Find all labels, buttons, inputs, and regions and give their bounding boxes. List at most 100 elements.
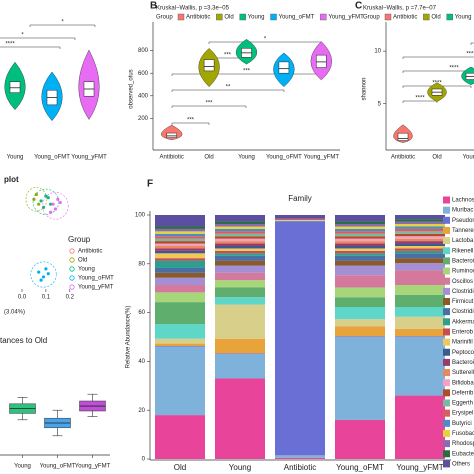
bar-segment — [395, 328, 445, 337]
legend-label: Old — [431, 15, 440, 21]
legend-label: Bacteroi — [452, 360, 474, 366]
legend-swatch — [443, 460, 450, 468]
bar-segment — [215, 304, 265, 339]
y-axis-label: Relative Abundance(%) — [126, 306, 132, 369]
bar-segment — [395, 215, 445, 220]
bar-segment — [215, 228, 265, 232]
bar-segment — [335, 236, 385, 239]
legend-swatch — [270, 13, 277, 21]
bar-segment — [155, 228, 205, 232]
bar-segment — [395, 241, 445, 244]
legend-swatch — [443, 450, 450, 458]
y-tick-label: 10 — [374, 49, 381, 55]
legend-label: Young — [455, 15, 472, 21]
bar-segment — [155, 248, 205, 251]
significance-label: **** — [466, 52, 474, 58]
x-tick-label: Young — [7, 155, 24, 161]
x-tick-label: Young_oFMT — [34, 155, 70, 161]
bar-segment — [215, 297, 265, 305]
bar-segment — [275, 219, 325, 222]
legend-label: Fusobac — [452, 431, 474, 437]
bar-segment — [395, 228, 445, 232]
bar-segment — [155, 292, 205, 303]
legend-swatch — [443, 328, 450, 336]
legend-label: Firmicut — [452, 299, 474, 305]
bar-segment — [155, 231, 205, 234]
point — [44, 194, 48, 198]
x-tick-label: 0.1 — [42, 295, 51, 301]
bar-segment — [335, 245, 385, 249]
bar-segment — [155, 267, 205, 273]
bar-segment — [155, 285, 205, 293]
legend-swatch — [443, 369, 450, 377]
bar-segment — [275, 215, 325, 219]
legend-label: Enterob — [452, 330, 474, 336]
box — [166, 132, 177, 138]
legend-label: Antibiotic — [78, 249, 102, 255]
bar-segment — [155, 226, 205, 229]
significance-label: *** — [205, 101, 213, 107]
bar-segment — [395, 294, 445, 307]
box — [278, 61, 290, 74]
significance-label: **** — [415, 96, 425, 102]
y-axis-label: observed_otus — [129, 69, 135, 108]
bar-segment — [335, 243, 385, 246]
legend-label: Young_yFMT — [78, 285, 114, 291]
legend-swatch — [443, 308, 450, 316]
legend-label: Deferrib — [452, 390, 474, 396]
legend-swatch — [239, 13, 246, 21]
bar-segment — [215, 265, 265, 273]
bar-segment — [155, 324, 205, 339]
bar-segment — [215, 224, 265, 227]
bar-segment — [155, 415, 205, 459]
point — [49, 210, 53, 214]
legend-swatch — [443, 247, 450, 255]
point — [37, 270, 41, 274]
box — [203, 59, 215, 72]
x-tick-label: Antibiotic — [160, 155, 184, 161]
legend-label: Erysipel — [452, 411, 473, 417]
bar-segment — [395, 337, 445, 396]
bar-segment — [155, 241, 205, 244]
legend-swatch — [443, 419, 450, 427]
legend-label: Lactoba — [452, 238, 474, 244]
y-axis-label: shannon — [362, 77, 368, 100]
significance-label: * — [264, 37, 267, 43]
legend-title: Group — [68, 235, 91, 244]
bar-segment — [395, 238, 445, 242]
y-tick-label: 40 — [138, 359, 145, 365]
legend-swatch — [443, 318, 450, 326]
chart-title: Family — [288, 194, 312, 203]
x-tick-label: Old — [432, 155, 441, 161]
bar-segment — [395, 316, 445, 329]
bar-segment — [215, 243, 265, 246]
chart-title: tances to Old — [0, 336, 47, 345]
bar-segment — [155, 338, 205, 344]
legend-label: Clostridi — [452, 289, 474, 295]
bar-segment — [335, 265, 385, 276]
y-tick-label: 400 — [138, 93, 149, 99]
panel-letter: F — [147, 179, 153, 190]
y-tick-label: 5 — [378, 101, 382, 107]
bar-segment — [155, 277, 205, 286]
x-tick-label: Old — [174, 463, 186, 472]
legend-label: Oscillos — [452, 279, 473, 285]
legend-swatch — [443, 298, 450, 305]
bar-segment — [155, 253, 205, 259]
bar-segment — [335, 255, 385, 261]
x-tick-label: Young_oFMT — [266, 155, 302, 161]
legend-swatch — [443, 226, 450, 234]
bar-segment — [155, 243, 205, 246]
point — [34, 192, 38, 197]
bar-segment — [335, 231, 385, 234]
significance-label: *** — [243, 69, 251, 75]
bar-segment — [395, 221, 445, 225]
legend-swatch — [443, 389, 450, 397]
legend-label: Peptoco — [452, 350, 474, 356]
legend-swatch — [443, 267, 450, 275]
y-tick-label: 800 — [138, 48, 149, 54]
bar-segment — [395, 231, 445, 234]
legend-swatch — [320, 13, 327, 21]
legend-label: Bacteroi — [452, 258, 474, 264]
